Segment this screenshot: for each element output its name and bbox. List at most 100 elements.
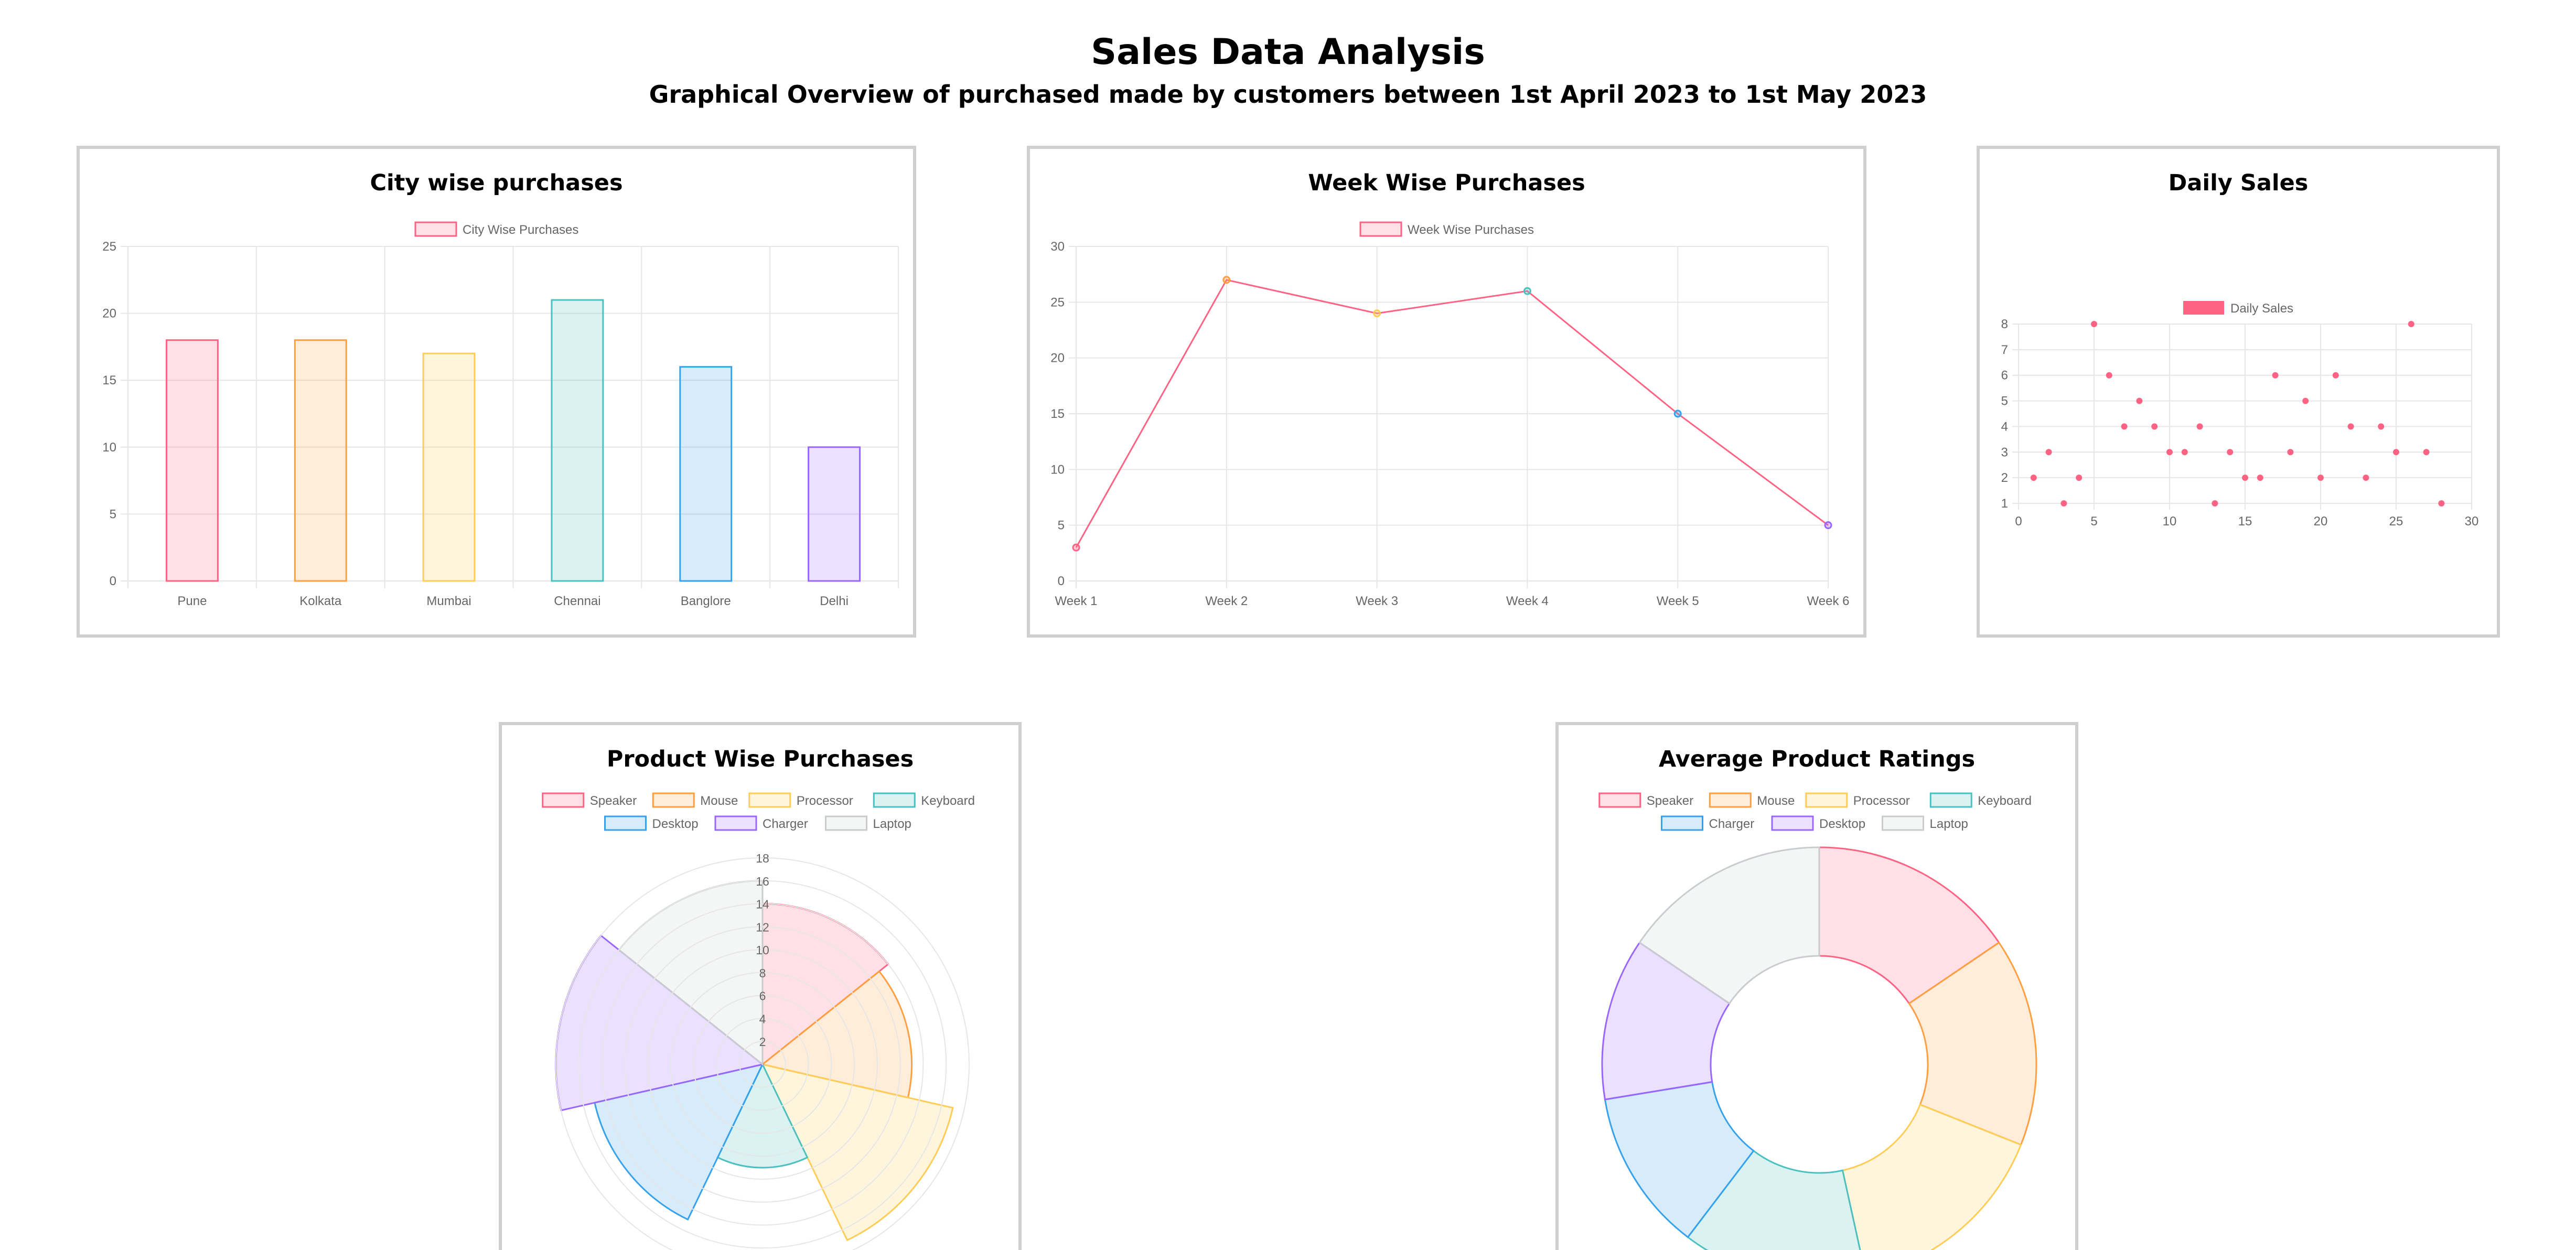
y-tick-label: 10 [1050,462,1065,477]
data-point [2332,372,2339,379]
data-point [2106,372,2112,379]
legend-swatch [714,815,757,831]
x-tick-label: Kolkata [299,594,342,608]
radial-gridline [601,903,924,1226]
y-tick-label: 5 [2001,394,2008,408]
legend-swatch [825,815,867,831]
chart-title: Week Wise Purchases [1308,170,1585,196]
x-tick-label: 30 [2465,514,2479,529]
y-tick-label: 8 [2001,317,2008,331]
x-tick-label: 20 [2314,514,2328,529]
data-point [1222,276,1231,284]
x-tick-label: Chennai [554,594,600,608]
y-tick-label: 20 [1050,351,1065,365]
legend-label: Processor [1853,794,1910,808]
doughnut-slice-speaker [1818,846,2000,1005]
y-tick-label: 0 [1058,574,1065,588]
x-tick-label: Week 4 [1506,594,1549,608]
data-point [2166,449,2173,456]
y-tick-label: 1 [2001,497,2008,511]
legend-label: Mouse [700,794,738,808]
data-point [2408,321,2414,327]
doughnut-slice-processor [1841,1103,2022,1250]
data-point [1673,410,1682,418]
radial-tick-label: 14 [756,898,769,911]
series-line [1075,279,1829,548]
data-point [2242,475,2248,481]
data-point [2272,372,2279,379]
city-bar-chart: City Wise Purchases 0 5 10 15 20 25 Pune Kolkata… [102,221,899,608]
doughnut-slice-mouse [1908,941,2037,1146]
y-tick-label: 2 [2001,471,2008,485]
radial-gridline [739,1041,786,1088]
data-point [1824,521,1832,530]
data-point [1072,543,1080,552]
daily-chart-card: Daily Sales Daily Sales 1 2 3 4 5 6 7 8 0 5 10 15 20 2… [1977,146,2500,638]
legend-label: Processor [797,794,853,808]
polar-segment-keyboard [716,1062,809,1169]
x-tick-label: Pune [177,594,207,608]
legend-label: Charger [763,817,808,831]
chart-title: City wise purchases [370,170,623,196]
x-tick-label: Week 3 [1356,594,1398,608]
radial-tick-label: 2 [759,1035,766,1049]
y-tick-label: 5 [110,507,116,521]
legend-swatch [1882,815,1924,831]
bar-mumbai [422,352,476,582]
legend-swatch [1359,221,1402,237]
chart-title: Daily Sales [2168,170,2309,196]
radial-tick-label: 4 [759,1012,766,1026]
x-tick-label: 10 [2163,514,2177,529]
product-chart-card: Product Wise Purchases Speaker Mouse Proce… [499,722,1022,1250]
data-point [2257,475,2263,481]
radial-gridline [647,949,878,1180]
data-point [2317,475,2324,481]
x-tick-label: Week 6 [1807,594,1850,608]
legend-swatch [2183,301,2224,315]
data-point [2378,423,2385,430]
radial-gridline [693,995,832,1134]
y-tick-label: 4 [2001,419,2008,434]
legend-label: Week Wise Purchases [1408,223,1534,237]
legend-label: Laptop [873,817,911,831]
radial-gridline [578,880,947,1249]
bar-pune [165,339,219,582]
polar-segment-processor [761,1063,954,1242]
legend-label: Keyboard [921,794,975,808]
y-tick-label: 0 [110,574,116,588]
radial-gridline [716,1018,809,1111]
x-tick-label: Week 5 [1657,594,1699,608]
legend-swatch [1805,792,1848,808]
radial-tick-label: 8 [759,966,766,980]
y-tick-label: 7 [2001,343,2008,357]
x-tick-label: 5 [2090,514,2097,529]
data-point [2347,423,2354,430]
week-chart-card: Week Wise Purchases Week Wise Purchases 0… [1027,146,1866,638]
legend-swatch [414,221,457,237]
radial-tick-label: 10 [756,943,769,957]
data-point [1523,287,1531,295]
legend-swatch [1598,792,1641,808]
legend-swatch [1929,792,1972,808]
y-tick-label: 6 [2001,369,2008,383]
x-tick-label: 25 [2389,514,2403,529]
bar-chennai [551,299,604,582]
y-tick-label: 3 [2001,445,2008,459]
bar-banglore [679,366,733,582]
rating-doughnut-chart: Speaker Mouse Processor Keyboard Charger Desk… [1598,792,2037,1250]
legend-swatch [604,815,647,831]
legend-swatch [542,792,585,808]
data-point [2196,423,2203,430]
rating-chart-card: Average Product Ratings Speaker Mouse Proc… [1555,722,2078,1250]
radial-gridline [624,926,901,1203]
data-point [2393,449,2399,456]
doughnut-slice-desktop [1601,941,1731,1101]
x-tick-label: Delhi [820,594,849,608]
legend-swatch [873,792,916,808]
data-point [2363,475,2369,481]
data-point [2121,423,2128,430]
data-point [2227,449,2234,456]
radial-gridline [670,972,855,1157]
y-tick-label: 15 [102,373,116,387]
page-title: Sales Data Analysis [1091,31,1485,73]
